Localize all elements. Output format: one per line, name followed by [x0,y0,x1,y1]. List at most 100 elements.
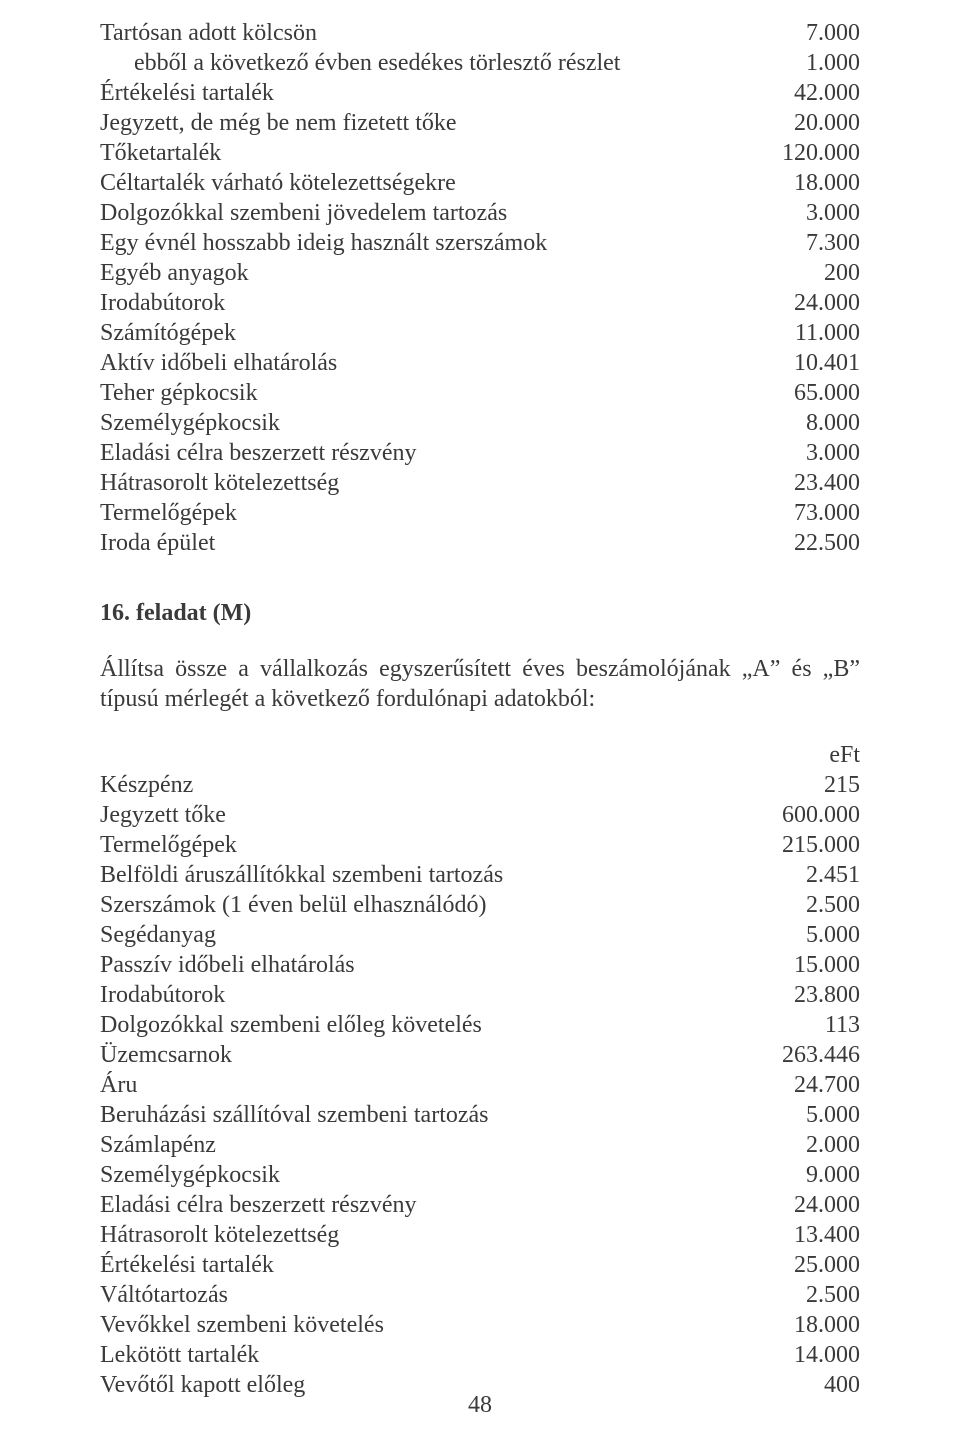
row-value: 24.000 [726,288,860,318]
row-value: 13.400 [726,1220,860,1250]
row-value: 5.000 [726,1100,860,1130]
row-value: 2.500 [726,1280,860,1310]
row-value: 215.000 [726,830,860,860]
row-label: Hátrasorolt kötelezettség [100,468,726,498]
data-row: Számlapénz2.000 [100,1130,860,1160]
data-row: Lekötött tartalék14.000 [100,1340,860,1370]
data-row: Áru24.700 [100,1070,860,1100]
row-label: Tartósan adott kölcsön [100,18,726,48]
row-label: Beruházási szállítóval szembeni tartozás [100,1100,726,1130]
row-value: 25.000 [726,1250,860,1280]
row-label: Váltótartozás [100,1280,726,1310]
data-row: Egyéb anyagok200 [100,258,860,288]
row-value: 15.000 [726,950,860,980]
data-row: Tartósan adott kölcsön7.000 [100,18,860,48]
row-label: Passzív időbeli elhatárolás [100,950,726,980]
data-row: Vevőkkel szembeni követelés18.000 [100,1310,860,1340]
unit-row: eFt [100,740,860,770]
row-value: 73.000 [726,498,860,528]
row-label: Hátrasorolt kötelezettség [100,1220,726,1250]
row-value: 10.401 [726,348,860,378]
row-label: Számítógépek [100,318,726,348]
row-value: 65.000 [726,378,860,408]
page: Tartósan adott kölcsön7.000ebből a követ… [0,0,960,1440]
row-value: 23.800 [726,980,860,1010]
row-label: Egyéb anyagok [100,258,726,288]
data-row: Jegyzett tőke600.000 [100,800,860,830]
row-value: 113 [726,1010,860,1040]
row-value: 18.000 [726,1310,860,1340]
row-value: 42.000 [726,78,860,108]
data-row: Szerszámok (1 éven belül elhasználódó)2.… [100,890,860,920]
row-label: Irodabútorok [100,288,726,318]
data-row: Készpénz215 [100,770,860,800]
row-label: Teher gépkocsik [100,378,726,408]
task-intro-paragraph: Állítsa össze a vállalkozás egyszerűsíte… [100,654,860,714]
data-row: Iroda épület22.500 [100,528,860,558]
data-row: Eladási célra beszerzett részvény3.000 [100,438,860,468]
data-row: Dolgozókkal szembeni jövedelem tartozás3… [100,198,860,228]
data-row: Irodabútorok23.800 [100,980,860,1010]
row-value: 2.500 [726,890,860,920]
row-value: 24.700 [726,1070,860,1100]
data-row: Egy évnél hosszabb ideig használt szersz… [100,228,860,258]
row-value: 3.000 [726,438,860,468]
data-row: Számítógépek11.000 [100,318,860,348]
data-block-2: Készpénz215Jegyzett tőke600.000Termelőgé… [100,770,860,1400]
data-row: Termelőgépek215.000 [100,830,860,860]
data-row: ebből a következő évben esedékes törlesz… [100,48,860,78]
data-row: Üzemcsarnok263.446 [100,1040,860,1070]
row-label: Tőketartalék [100,138,726,168]
row-label: Értékelési tartalék [100,1250,726,1280]
data-row: Jegyzett, de még be nem fizetett tőke20.… [100,108,860,138]
row-value: 9.000 [726,1160,860,1190]
row-value: 5.000 [726,920,860,950]
row-value: 2.000 [726,1130,860,1160]
row-label: Üzemcsarnok [100,1040,726,1070]
row-label: Vevőkkel szembeni követelés [100,1310,726,1340]
data-row: Segédanyag5.000 [100,920,860,950]
data-row: Váltótartozás2.500 [100,1280,860,1310]
data-row: Teher gépkocsik65.000 [100,378,860,408]
row-label: Eladási célra beszerzett részvény [100,1190,726,1220]
data-row: Passzív időbeli elhatárolás15.000 [100,950,860,980]
row-value: 263.446 [726,1040,860,1070]
row-value: 7.000 [726,18,860,48]
row-label: Céltartalék várható kötelezettségekre [100,168,726,198]
row-label: Segédanyag [100,920,726,950]
data-row: Értékelési tartalék25.000 [100,1250,860,1280]
data-row: Aktív időbeli elhatárolás10.401 [100,348,860,378]
row-label: Iroda épület [100,528,726,558]
row-value: 200 [726,258,860,288]
data-row: Személygépkocsik9.000 [100,1160,860,1190]
row-value: 18.000 [726,168,860,198]
row-value: 8.000 [726,408,860,438]
row-value: 11.000 [726,318,860,348]
data-row: Céltartalék várható kötelezettségekre18.… [100,168,860,198]
row-label: Belföldi áruszállítókkal szembeni tartoz… [100,860,726,890]
row-label: Eladási célra beszerzett részvény [100,438,726,468]
row-label: Személygépkocsik [100,408,726,438]
row-label: Szerszámok (1 éven belül elhasználódó) [100,890,726,920]
row-label: Egy évnél hosszabb ideig használt szersz… [100,228,726,258]
row-value: 215 [726,770,860,800]
row-value: 24.000 [726,1190,860,1220]
row-value: 2.451 [726,860,860,890]
data-row: Személygépkocsik8.000 [100,408,860,438]
row-label: Értékelési tartalék [100,78,726,108]
row-label: Számlapénz [100,1130,726,1160]
row-value: 3.000 [726,198,860,228]
task-heading: 16. feladat (M) [100,598,860,628]
data-block-1: Tartósan adott kölcsön7.000ebből a követ… [100,18,860,558]
data-row: Beruházási szállítóval szembeni tartozás… [100,1100,860,1130]
row-label: Lekötött tartalék [100,1340,726,1370]
data-row: Dolgozókkal szembeni előleg követelés113 [100,1010,860,1040]
row-label: Áru [100,1070,726,1100]
row-label: Termelőgépek [100,830,726,860]
row-label: Jegyzett, de még be nem fizetett tőke [100,108,726,138]
data-row: Tőketartalék120.000 [100,138,860,168]
row-label: Irodabútorok [100,980,726,1010]
row-value: 22.500 [726,528,860,558]
row-label: Dolgozókkal szembeni előleg követelés [100,1010,726,1040]
row-value: 14.000 [726,1340,860,1370]
